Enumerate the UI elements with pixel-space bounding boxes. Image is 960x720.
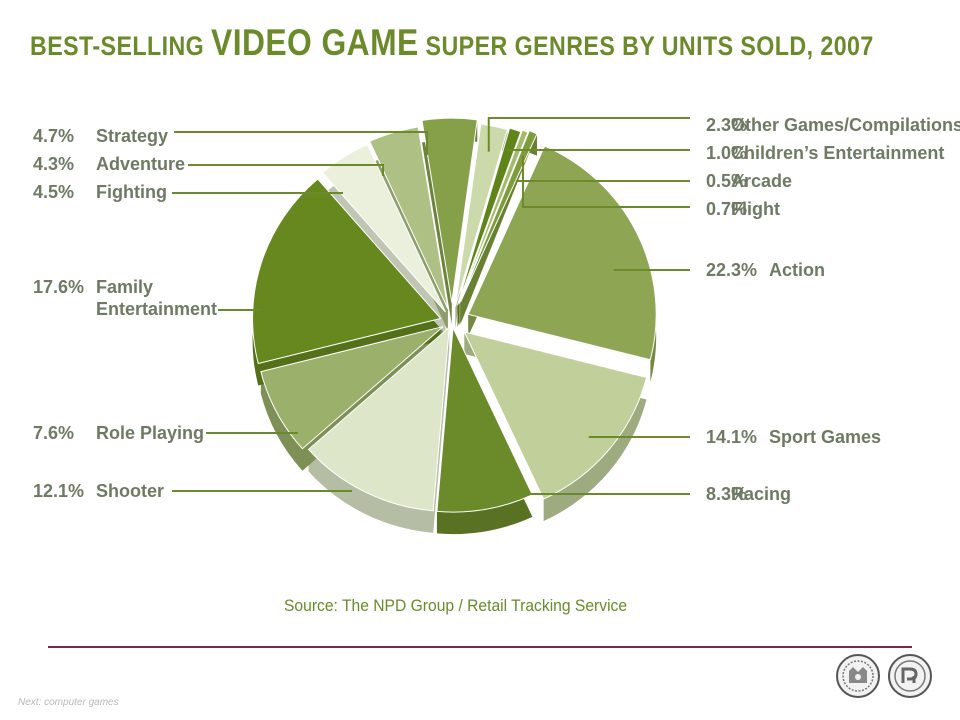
- slice-percent-flight: 0.7%: [706, 199, 747, 219]
- slice-percent-children-s-entertainment: 1.0%: [706, 143, 747, 163]
- slice-percent-family-entertainment: 17.6%: [33, 277, 84, 297]
- slice-strategy: [421, 117, 478, 303]
- slice-other-games-compilations: [454, 123, 509, 307]
- slice-label-role-playing: Role Playing: [96, 423, 204, 443]
- slice-percent-strategy: 4.7%: [33, 126, 74, 146]
- slice-percent-racing: 8.3%: [706, 484, 747, 504]
- slice-flight: [460, 130, 538, 303]
- leader-line-strategy: [174, 131, 428, 155]
- slice-label-strategy: Strategy: [96, 126, 168, 146]
- slice-side-racing: [436, 327, 533, 535]
- leader-line-flight: [522, 155, 690, 208]
- slice-label-family-entertainment-line-2: Entertainment: [96, 299, 217, 319]
- slice-percent-other-games-compilations: 2.3%: [706, 115, 747, 135]
- leader-line-other-games-compilations: [487, 117, 690, 152]
- footer-rule: [48, 646, 912, 648]
- slice-side-flight: [460, 130, 537, 325]
- slice-percent-sport-games: 14.1%: [706, 427, 757, 447]
- slice-label-racing: Racing: [731, 484, 791, 504]
- slice-side-fighting: [322, 144, 446, 335]
- title-prefix: BEST-SELLING: [30, 31, 212, 61]
- slice-label-flight: Flight: [731, 199, 780, 219]
- slice-percent-arcade: 0.5%: [706, 171, 747, 191]
- title-emphasis: VIDEO GAME: [211, 22, 419, 63]
- slice-children-s-entertainment: [457, 127, 522, 306]
- university-seal-logo: [836, 654, 880, 698]
- slice-percent-shooter: 12.1%: [33, 481, 84, 501]
- slice-label-other-games-compilations: Other Games/Compilations: [731, 115, 960, 135]
- chart-title: BEST-SELLING VIDEO GAME SUPER GENRES BY …: [30, 22, 874, 64]
- slice-racing: [436, 325, 534, 513]
- slice-percent-fighting: 4.5%: [33, 182, 74, 202]
- source-note: Source: The NPD Group / Retail Tracking …: [284, 596, 628, 615]
- slice-arcade: [458, 129, 529, 304]
- slice-percent-adventure: 4.3%: [33, 154, 74, 174]
- slice-label-family-entertainment-line-1: Family: [96, 277, 153, 297]
- slice-label-action: Action: [769, 260, 825, 280]
- footer-note: Next: computer games: [18, 697, 119, 708]
- slice-role-playing: [260, 326, 444, 450]
- slice-side-family-entertainment: [252, 178, 441, 386]
- slice-labels: 22.3% Action 14.1% Sport Games 8.3%Racing 12.…: [33, 115, 960, 504]
- slice-label-fighting: Fighting: [96, 182, 167, 202]
- department-seal-logo: [888, 654, 932, 698]
- slice-label-children-s-entertainment: Children’s Entertainment: [731, 143, 944, 163]
- slice-label-arcade: Arcade: [731, 171, 792, 191]
- slice-percent-role-playing: 7.6%: [33, 423, 74, 443]
- slice-fighting: [321, 143, 446, 313]
- title-suffix: SUPER GENRES BY UNITS SOLD, 2007: [418, 31, 874, 61]
- slice-label-shooter: Shooter: [96, 481, 164, 501]
- slice-label-sport-games: Sport Games: [769, 427, 881, 447]
- slice-shooter: [307, 326, 450, 512]
- leader-line-adventure: [188, 164, 384, 176]
- slice-label-adventure: Adventure: [96, 154, 185, 174]
- slice-side-shooter: [308, 327, 450, 533]
- slice-action: [467, 145, 657, 361]
- slice-percent-action: 22.3%: [706, 260, 757, 280]
- pie-slices: [252, 117, 657, 513]
